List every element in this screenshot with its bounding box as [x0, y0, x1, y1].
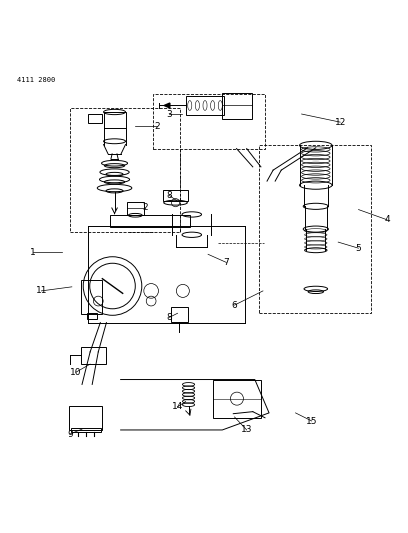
Bar	[171, 307, 188, 322]
Text: 2: 2	[142, 203, 148, 212]
Text: 5: 5	[356, 244, 361, 253]
Bar	[69, 406, 102, 430]
Text: 9: 9	[67, 430, 73, 439]
Text: 8: 8	[166, 191, 172, 200]
Bar	[87, 313, 98, 319]
Text: 4: 4	[384, 215, 390, 224]
Bar	[104, 112, 126, 128]
Text: 3: 3	[166, 109, 172, 118]
Text: 7: 7	[224, 258, 229, 267]
Text: 8: 8	[166, 313, 172, 322]
Bar	[127, 202, 144, 215]
Text: 6: 6	[232, 301, 237, 310]
Text: 13: 13	[241, 425, 253, 434]
Text: 10: 10	[70, 368, 82, 377]
Bar	[162, 190, 188, 200]
Bar	[81, 280, 102, 314]
Bar	[153, 94, 265, 149]
Bar	[71, 429, 101, 432]
Bar	[222, 93, 252, 119]
Text: 4111 2800: 4111 2800	[17, 77, 55, 83]
Bar	[81, 347, 106, 364]
Text: 11: 11	[35, 286, 47, 295]
Text: 14: 14	[172, 402, 183, 411]
Bar	[70, 108, 180, 232]
Text: 15: 15	[306, 416, 317, 425]
Bar	[186, 96, 224, 115]
Bar	[111, 215, 190, 227]
Text: 12: 12	[335, 118, 346, 127]
Bar	[88, 115, 102, 123]
Text: 1: 1	[30, 248, 36, 257]
Bar	[259, 144, 371, 313]
Bar	[213, 380, 261, 418]
Text: 2: 2	[154, 122, 160, 131]
Polygon shape	[164, 103, 170, 108]
